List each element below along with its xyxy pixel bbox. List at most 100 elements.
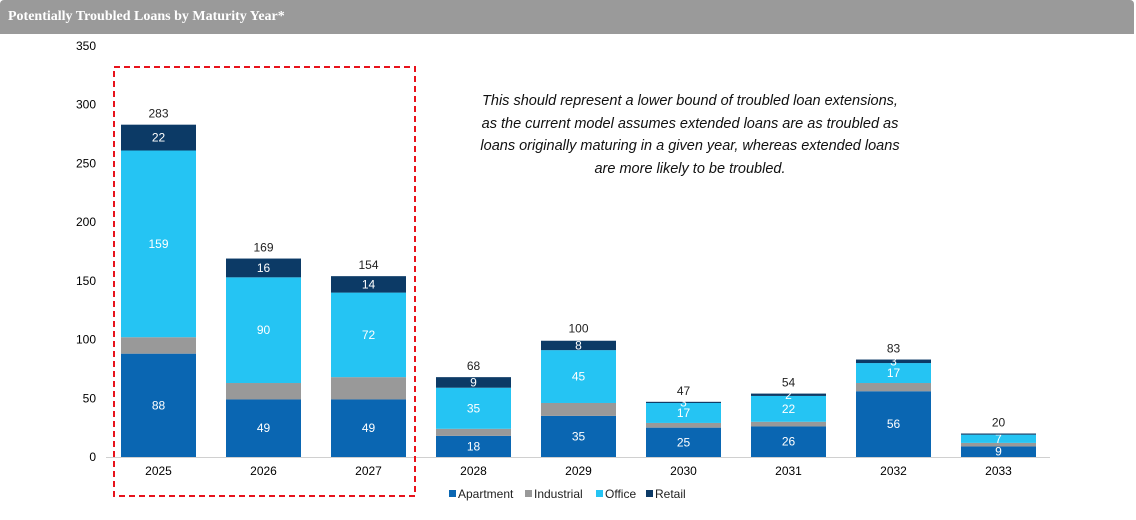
bar-segment-retail (121, 124, 196, 151)
data-label: 22 (782, 402, 796, 416)
total-label: 68 (467, 359, 481, 373)
bar-segment-industrial (331, 377, 406, 400)
x-tick-label: 2027 (355, 464, 382, 478)
x-tick-label: 2033 (985, 464, 1012, 478)
total-label: 283 (148, 107, 168, 121)
total-label: 47 (677, 384, 691, 398)
bar-segment-retail (646, 401, 721, 403)
data-label: 45 (572, 370, 586, 384)
chart-annotation: This should represent a lower bound of t… (480, 93, 900, 177)
bar-segment-industrial (856, 383, 931, 392)
data-label: 159 (148, 237, 168, 251)
data-label: 3 (890, 354, 897, 368)
y-tick-label: 100 (76, 333, 96, 347)
bar-segment-office (226, 277, 301, 384)
x-tick-label: 2028 (460, 464, 487, 478)
data-label: 26 (782, 435, 796, 449)
bar-segment-office (436, 387, 511, 429)
x-tick-label: 2032 (880, 464, 907, 478)
bar-segment-retail (541, 340, 616, 351)
bar-segment-industrial (751, 421, 826, 427)
bar-segment-office (646, 402, 721, 423)
bar-segment-apartment (646, 427, 721, 457)
total-label: 154 (358, 258, 378, 272)
data-label: 17 (677, 406, 691, 420)
bar-segment-apartment (226, 399, 301, 457)
data-label: 9 (995, 445, 1002, 459)
legend-swatch (596, 490, 603, 497)
bar-segment-office (121, 150, 196, 338)
bar-segment-industrial (961, 442, 1036, 447)
bar-segment-industrial (541, 402, 616, 416)
legend-swatch (646, 490, 653, 497)
bar-segment-industrial (121, 337, 196, 354)
bar-segment-apartment (121, 353, 196, 457)
bar-segment-apartment (436, 435, 511, 457)
data-label: 18 (467, 439, 481, 453)
data-label: 25 (677, 435, 691, 449)
data-label: 56 (887, 417, 901, 431)
bar-segment-retail (436, 377, 511, 388)
data-label: 9 (470, 375, 477, 389)
bar-segment-retail (226, 258, 301, 278)
y-tick-label: 50 (83, 391, 97, 405)
chart-title: Potentially Troubled Loans by Maturity Y… (8, 9, 285, 24)
data-label: 35 (572, 429, 586, 443)
x-tick-label: 2025 (145, 464, 172, 478)
bar-segment-apartment (541, 415, 616, 457)
legend-label: Retail (655, 487, 686, 501)
y-tick-label: 300 (76, 98, 96, 112)
data-label: 35 (467, 401, 481, 415)
data-label: 7 (995, 432, 1002, 446)
legend-label: Industrial (534, 487, 583, 501)
data-label: 88 (152, 398, 166, 412)
total-label: 54 (782, 376, 796, 390)
bar-segment-retail (961, 433, 1036, 435)
bar-segment-office (751, 395, 826, 422)
total-label: 100 (568, 322, 588, 336)
data-label: 16 (257, 261, 271, 275)
bar-segment-industrial (226, 383, 301, 400)
total-label: 83 (887, 342, 901, 356)
y-tick-label: 250 (76, 156, 96, 170)
bar-segment-retail (331, 276, 406, 293)
y-tick-label: 200 (76, 215, 96, 229)
bar-segment-apartment (751, 426, 826, 457)
x-tick-label: 2029 (565, 464, 592, 478)
total-label: 169 (253, 241, 273, 255)
data-label: 49 (257, 421, 271, 435)
data-label: 14 (362, 277, 376, 291)
data-label: 72 (362, 328, 376, 342)
bar-segment-retail (751, 393, 826, 396)
legend-label: Office (605, 487, 636, 501)
x-tick-label: 2031 (775, 464, 802, 478)
legend-label: Apartment (458, 487, 514, 501)
bar-segment-apartment (961, 446, 1036, 457)
legend-swatch (449, 490, 456, 497)
bar-segment-office (541, 350, 616, 403)
y-tick-label: 150 (76, 274, 96, 288)
legend-swatch (525, 490, 532, 497)
total-label: 20 (992, 416, 1006, 430)
data-label: 90 (257, 323, 271, 337)
bar-segment-industrial (436, 428, 511, 436)
y-tick-label: 0 (89, 450, 96, 464)
bar-segment-apartment (331, 399, 406, 457)
x-tick-label: 2030 (670, 464, 697, 478)
highlight-box (113, 66, 416, 497)
bar-segment-retail (856, 359, 931, 364)
bar-segment-industrial (646, 422, 721, 428)
bar-segment-apartment (856, 391, 931, 457)
chart-title-bar: Potentially Troubled Loans by Maturity Y… (0, 0, 1134, 34)
data-label: 2 (785, 388, 792, 402)
y-tick-label: 350 (76, 39, 96, 53)
bar-segment-office (961, 434, 1036, 443)
data-label: 8 (575, 338, 582, 352)
data-label: 49 (362, 421, 376, 435)
x-tick-label: 2026 (250, 464, 277, 478)
bar-segment-office (331, 292, 406, 378)
data-label: 22 (152, 131, 166, 145)
data-label: 3 (680, 395, 687, 409)
data-label: 17 (887, 366, 901, 380)
